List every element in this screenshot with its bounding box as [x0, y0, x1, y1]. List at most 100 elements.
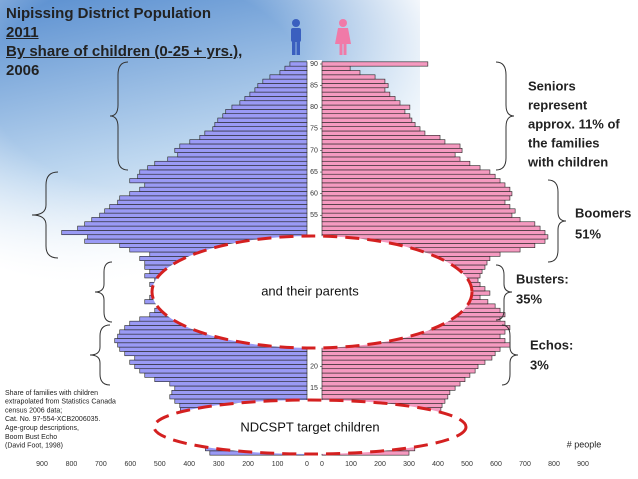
left-bar [77, 225, 308, 231]
left-bar [154, 160, 308, 166]
right-bar [321, 351, 496, 357]
x-tick-label: 400 [183, 461, 195, 468]
left-bar [189, 139, 308, 145]
seniors-note: approx. 11% of [528, 116, 620, 131]
female-icon [335, 19, 351, 55]
x-tick-label: 300 [403, 461, 415, 468]
right-bar [321, 117, 413, 123]
right-bar [321, 368, 476, 374]
left-bar [171, 390, 308, 395]
left-bar [144, 182, 308, 188]
right-bar [321, 143, 461, 149]
y-tick-label: 90 [310, 61, 318, 68]
x-tick-label: 800 [548, 461, 560, 468]
source-note: Cat. No. 97-554-XCB2006035. [5, 416, 100, 423]
right-bar [321, 147, 463, 153]
left-bar [129, 359, 308, 365]
right-bar [321, 122, 416, 127]
x-tick-label: 100 [345, 461, 357, 468]
right-bar [321, 390, 451, 395]
title-line: 2006 [6, 62, 40, 79]
right-bar [321, 217, 521, 223]
right-bar [321, 199, 506, 205]
right-bar [321, 139, 446, 145]
right-bar [321, 195, 511, 201]
x-tick-label: 600 [490, 461, 502, 468]
source-note: census 2006 data; [5, 407, 62, 414]
source-note: (David Foot, 1998) [5, 443, 63, 450]
left-bar [262, 78, 308, 84]
left-bar [257, 83, 308, 89]
y-tick-label: 60 [310, 191, 318, 198]
left-bar [99, 212, 308, 218]
right-bar [321, 61, 429, 67]
y-tick-label: 65 [310, 169, 318, 176]
left-bar [217, 117, 308, 123]
right-bar [321, 212, 513, 218]
right-bar [321, 156, 461, 162]
right-bar [321, 135, 441, 140]
x-tick-label: 600 [124, 461, 136, 468]
right-bar [321, 182, 506, 188]
x-tick-label: 500 [461, 461, 473, 468]
right-bar [321, 78, 386, 84]
left-bar [124, 351, 308, 357]
left-bar [249, 91, 308, 97]
right-bar [321, 359, 486, 365]
x-tick-label: 800 [66, 461, 78, 468]
left-bar [84, 221, 308, 227]
left-bar [179, 143, 308, 149]
source-note: Share of families with children [5, 390, 98, 397]
x-tick-label: 400 [432, 461, 444, 468]
left-bar [279, 70, 308, 76]
y-tick-label: 85 [310, 82, 318, 89]
left-bar [177, 152, 308, 158]
right-bar [321, 169, 491, 175]
y-tick-label: 75 [310, 126, 318, 133]
boomers-note: 51% [575, 226, 601, 241]
title-line: By share of children (0-25 + yrs.), [6, 43, 243, 60]
y-tick-label: 15 [310, 385, 318, 392]
left-bar [199, 135, 308, 140]
left-bar [269, 74, 308, 80]
chart-title: Nipissing District Population 2011 By sh… [6, 4, 242, 80]
x-tick-label: 500 [154, 461, 166, 468]
right-bar [321, 130, 426, 136]
right-bar [321, 152, 456, 158]
busters-note: Busters: [516, 271, 569, 286]
right-bar [321, 83, 389, 89]
right-bar [321, 126, 421, 132]
right-bar [321, 377, 466, 382]
right-bar [321, 204, 511, 210]
parents-ellipse [150, 234, 474, 350]
seniors-note: with children [527, 154, 608, 169]
right-bar [321, 173, 496, 179]
x-tick-label: 700 [519, 461, 531, 468]
busters-note: 35% [516, 291, 542, 306]
title-line: Nipissing District Population [6, 5, 212, 22]
left-bar [212, 126, 308, 132]
source-note: Boom Bust Echo [5, 434, 57, 441]
left-bar [204, 130, 308, 136]
left-bar [174, 147, 308, 153]
right-bar [321, 70, 361, 76]
left-bar [289, 61, 308, 67]
left-bar [169, 381, 308, 387]
right-bar [321, 355, 493, 361]
right-bar [321, 372, 471, 378]
x-tick-label: 700 [95, 461, 107, 468]
right-bar [321, 385, 456, 391]
right-bar [321, 109, 406, 115]
left-bar [231, 104, 308, 110]
left-bar [109, 204, 308, 210]
right-bar [321, 394, 449, 400]
x-tick-label: 900 [36, 461, 48, 468]
left-bar [119, 346, 308, 352]
y-tick-label: 55 [310, 212, 318, 219]
right-bar [321, 96, 396, 102]
left-bar [139, 186, 308, 192]
right-bar [321, 104, 411, 110]
left-bar [119, 195, 308, 201]
